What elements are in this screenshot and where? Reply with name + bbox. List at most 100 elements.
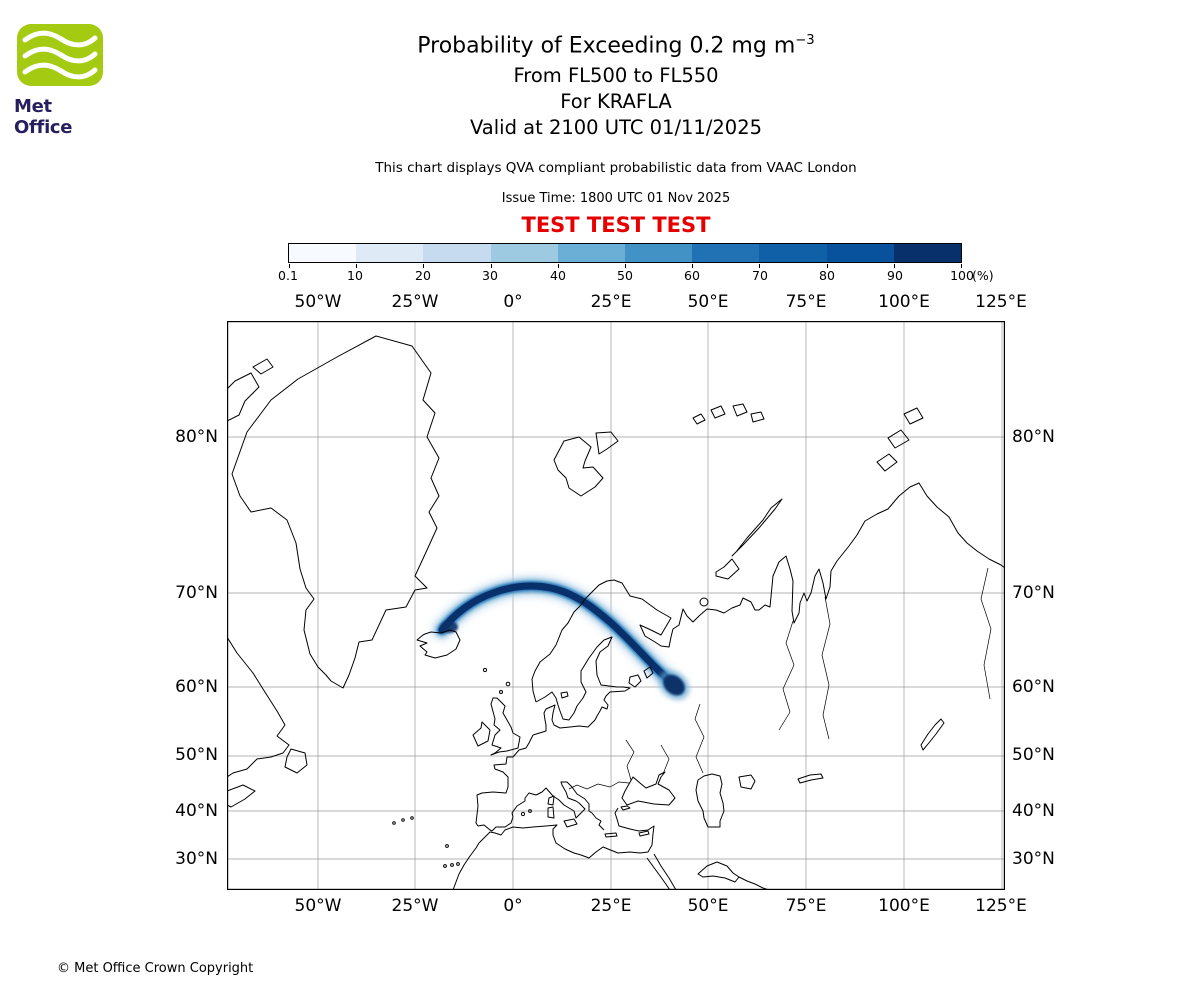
coastline-balearic-1: [520, 811, 526, 817]
coastline-corsica: [547, 795, 555, 806]
lon-label-bottom: 0°: [503, 896, 523, 916]
coastline-faroe: [482, 667, 488, 673]
lat-label-right: 40°N: [1012, 801, 1055, 821]
lon-label-top: 25°W: [391, 292, 439, 312]
lat-label-left: 70°N: [175, 583, 218, 603]
coastline-ellesmere: [227, 372, 260, 422]
coastline-franz-josef-4: [750, 411, 765, 423]
river-don: [660, 744, 670, 775]
lon-label-bottom: 100°E: [878, 896, 930, 916]
graticule: [227, 321, 1005, 890]
lat-label-right: 70°N: [1012, 583, 1055, 603]
colorbar-tick-label: 90: [887, 268, 903, 283]
coastline-aral: [738, 774, 756, 790]
coastline-kolguev: [699, 597, 709, 607]
lon-label-top: 25°E: [590, 292, 632, 312]
volcano-line: For KRAFLA: [560, 90, 672, 114]
coastline-baikal: [920, 718, 945, 751]
lat-label-right: 80°N: [1012, 427, 1055, 447]
coastline-svalbard: [553, 436, 604, 497]
coastline-novaya-zemlya-north: [731, 498, 783, 557]
colorbar-tick-label: 70: [752, 268, 768, 283]
coastline-azores-2: [401, 818, 405, 822]
lat-label-left: 40°N: [175, 801, 218, 821]
coastline-madeira: [445, 844, 449, 848]
river-dnieper: [625, 739, 635, 781]
flight-level-line: From FL500 to FL550: [513, 64, 719, 88]
coastline-arctic-island: [252, 358, 274, 375]
coastline-crete: [604, 832, 618, 838]
river-yenisei: [821, 596, 831, 740]
lon-label-bottom: 75°E: [785, 896, 827, 916]
coastlines: [227, 335, 1005, 890]
map-frame: [227, 321, 1005, 890]
issue-time-line: Issue Time: 1800 UTC 01 Nov 2025: [501, 191, 731, 207]
coastline-newfoundland: [284, 748, 308, 774]
valid-time-line: Valid at 2100 UTC 01/11/2025: [469, 116, 763, 140]
coastline-black-sea: [621, 771, 676, 806]
coastline-iceland: [416, 629, 461, 659]
coastline-caspian: [695, 773, 725, 828]
coastline-red-sea-west: [653, 853, 677, 890]
coastline-persian-gulf: [697, 861, 740, 883]
colorbar-tick-label: 40: [550, 268, 566, 283]
coastline-severnaya-zemlya-2: [887, 429, 910, 449]
coastline-orkney: [499, 690, 503, 694]
colorbar-track: [288, 243, 962, 268]
lon-label-top: 50°E: [687, 292, 729, 312]
coastline-red-sea-east: [646, 857, 671, 890]
coastline-canary-1: [443, 864, 447, 868]
lat-label-right: 50°N: [1012, 745, 1055, 765]
river-volga: [694, 703, 705, 774]
river-ob: [778, 620, 795, 731]
lon-label-bottom: 50°E: [687, 896, 729, 916]
colorbar-unit-label: (%): [972, 268, 994, 283]
lon-label-bottom: 50°W: [294, 896, 342, 916]
coastline-franz-josef-1: [692, 413, 706, 425]
ash-plume: [430, 574, 690, 700]
lon-label-top: 75°E: [785, 292, 827, 312]
coastline-oman: [738, 876, 770, 890]
coastline-sicily: [563, 818, 578, 828]
coastline-severnaya-zemlya-1: [876, 453, 898, 472]
coastline-onega: [643, 666, 654, 679]
test-banner: TEST TEST TEST: [521, 213, 711, 238]
river-danube: [568, 781, 630, 790]
coastline-franz-josef-3: [732, 403, 748, 417]
page-title-text: Probability of Exceeding 0.2 mg m: [417, 33, 796, 59]
coastline-azores-1: [392, 821, 396, 825]
page-title-exponent: −3: [795, 33, 815, 48]
lon-label-top: 50°W: [294, 292, 342, 312]
coastline-franz-josef-2: [710, 405, 726, 419]
coastline-marmara: [620, 805, 631, 811]
title-block: Probability of Exceeding 0.2 mg m−3 From…: [0, 24, 1200, 237]
coastline-gulf-st-lawrence: [227, 784, 256, 808]
coastline-canary-3: [456, 862, 460, 866]
met-office-logo: Met Office: [14, 22, 114, 138]
coastline-balkhash: [797, 773, 824, 784]
colorbar-tick-label: 80: [819, 268, 835, 283]
river-lena: [980, 567, 992, 700]
qva-note-line: This chart displays QVA compliant probab…: [375, 160, 857, 177]
lon-label-bottom: 25°E: [590, 896, 632, 916]
lon-label-bottom: 25°W: [391, 896, 439, 916]
coastline-novaya-zemlya-south: [715, 558, 740, 580]
coastline-azores-3: [410, 816, 414, 820]
coastline-ladoga: [628, 674, 642, 688]
lat-label-left: 50°N: [175, 745, 218, 765]
colorbar-tick-label: 10: [347, 268, 363, 283]
coastline-scandinavia-arctic-russia: [531, 482, 1005, 703]
met-office-logo-text: Met Office: [14, 96, 73, 138]
lon-label-bottom: 125°E: [975, 896, 1027, 916]
lat-label-left: 80°N: [175, 427, 218, 447]
met-office-logo-mark: [17, 24, 103, 86]
coastline-cyprus: [638, 830, 650, 837]
coastline-baltic: [532, 636, 631, 736]
map-panel: [227, 321, 1005, 890]
coastline-sardinia: [547, 806, 555, 819]
coastline-ireland: [472, 721, 491, 747]
coastline-europe-atlantic-med: [475, 734, 605, 832]
lon-label-top: 0°: [503, 292, 523, 312]
coastline-canary-2: [450, 863, 454, 867]
